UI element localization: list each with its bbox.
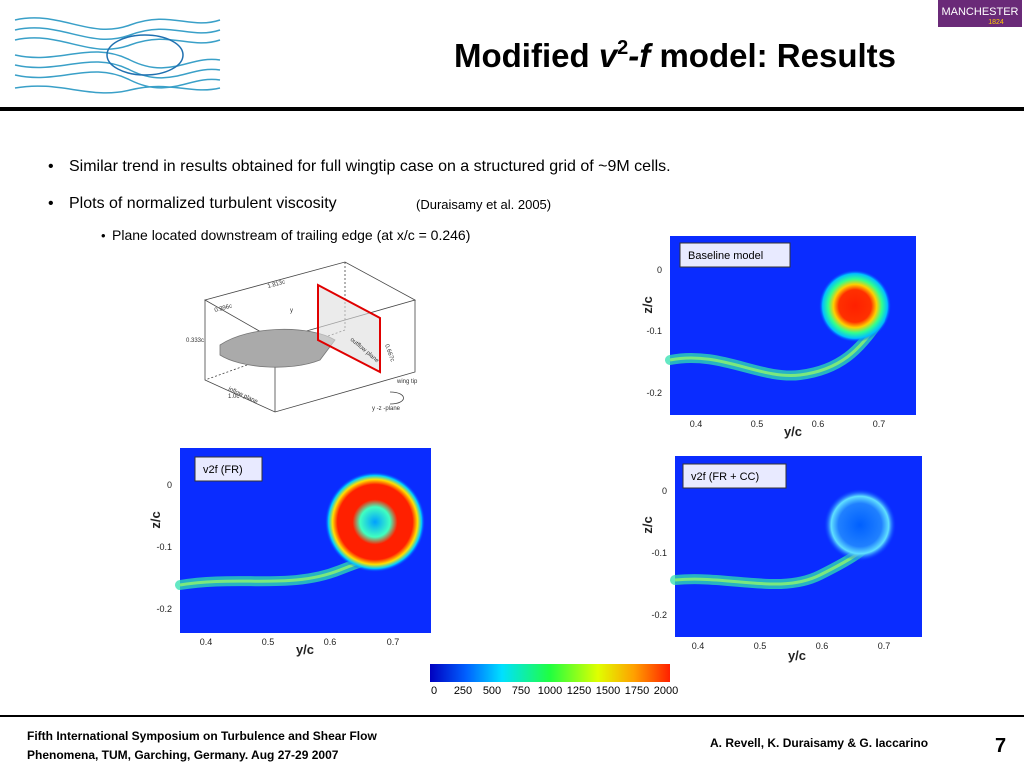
y-tick-label: -0.2 — [156, 604, 172, 614]
x-tick-label: 0.6 — [816, 641, 829, 651]
title-part: model: Results — [650, 37, 896, 74]
vortex — [819, 270, 891, 342]
colorbar-tick-label: 1500 — [596, 685, 620, 697]
y-tick-label: -0.1 — [156, 542, 172, 552]
plot-legend: v2f (FR + CC) — [691, 471, 759, 483]
x-axis-label: y/c — [296, 642, 314, 657]
diagram-label: 0.333c — [186, 338, 204, 344]
footer-authors: A. Revell, K. Duraisamy & G. Iaccarino — [710, 736, 928, 750]
y-axis-label: z/c — [640, 516, 655, 533]
plot-legend-box — [682, 463, 787, 489]
x-axis-label: y/c — [788, 648, 806, 663]
diagram-label: 1.813c — [267, 279, 286, 289]
plot-legend: v2f (FR) — [203, 464, 243, 476]
colorbar-tick-label: 500 — [483, 685, 501, 697]
y-tick-label: -0.2 — [646, 388, 662, 398]
x-axis-label: y/c — [784, 424, 802, 439]
y-tick-label: 0 — [662, 486, 667, 496]
diagram-label: y — [290, 308, 293, 314]
logo-text: MANCHESTER — [941, 6, 1018, 18]
x-tick-label: 0.5 — [754, 641, 767, 651]
y-axis-label: z/c — [148, 511, 163, 528]
x-tick-label: 0.5 — [262, 637, 275, 647]
logo-left — [14, 17, 221, 94]
footer-conference: Phenomena, TUM, Garching, Germany. Aug 2… — [27, 748, 339, 762]
y-tick-label: -0.1 — [646, 326, 662, 336]
bullet: Plots of normalized turbulent viscosity — [69, 195, 337, 212]
vortex — [824, 489, 896, 561]
colorbar-tick-label: 250 — [454, 685, 472, 697]
x-tick-label: 0.4 — [200, 637, 213, 647]
x-tick-label: 0.7 — [387, 637, 400, 647]
citation: (Duraisamy et al. 2005) — [416, 197, 551, 212]
colorbar — [430, 664, 670, 682]
colorbar-tick-label: 2000 — [654, 685, 678, 697]
y-tick-label: -0.1 — [651, 548, 667, 558]
logo-year: 1824 — [988, 19, 1004, 26]
plot-legend-box — [194, 456, 263, 482]
domain-diagram — [203, 261, 417, 413]
x-tick-label: 0.4 — [692, 641, 705, 651]
title-part: Modified — [454, 37, 599, 74]
colorbar-tick-label: 0 — [431, 685, 437, 697]
page-number: 7 — [995, 735, 1006, 757]
y-axis-label: z/c — [640, 296, 655, 313]
y-tick-label: 0 — [167, 480, 172, 490]
diagram-label: 1.0c — [228, 394, 239, 400]
logo-right — [938, 0, 1022, 27]
colorbar-tick-label: 1750 — [625, 685, 649, 697]
footer-conference: Fifth International Symposium on Turbule… — [27, 729, 377, 743]
x-tick-label: 0.4 — [690, 419, 703, 429]
diagram-label: 0.396c — [214, 303, 233, 313]
colorbar-tick-label: 1000 — [538, 685, 562, 697]
colorbar-tick-label: 750 — [512, 685, 530, 697]
bullet-mark: • — [101, 228, 106, 243]
header-rule — [0, 107, 1024, 111]
x-tick-label: 0.7 — [873, 419, 886, 429]
diagram-label: wing tip — [396, 379, 418, 385]
plot-legend-box — [679, 242, 791, 268]
x-tick-label: 0.5 — [751, 419, 764, 429]
diagram-label: 0.667c — [383, 344, 395, 363]
y-tick-label: -0.2 — [651, 610, 667, 620]
diagram-label: y -z -plane — [372, 406, 401, 412]
x-tick-label: 0.6 — [812, 419, 825, 429]
y-tick-label: 0 — [657, 265, 662, 275]
x-tick-label: 0.7 — [878, 641, 891, 651]
vortex — [325, 472, 425, 572]
bullet-mark: • — [48, 158, 54, 175]
bullet-mark: • — [48, 195, 54, 212]
bullet: Similar trend in results obtained for fu… — [69, 158, 671, 175]
title-part: 2 — [617, 37, 628, 59]
slide-title: Modified v2-f model: Results — [454, 37, 896, 74]
x-tick-label: 0.6 — [324, 637, 337, 647]
wake-contour — [669, 319, 882, 378]
sub-bullet: Plane located downstream of trailing edg… — [112, 227, 470, 243]
title-part: v — [599, 37, 619, 74]
colorbar-tick-label: 1250 — [567, 685, 591, 697]
footer-rule — [0, 715, 1024, 717]
plot-legend: Baseline model — [688, 250, 763, 262]
title-part: -f — [628, 37, 653, 74]
